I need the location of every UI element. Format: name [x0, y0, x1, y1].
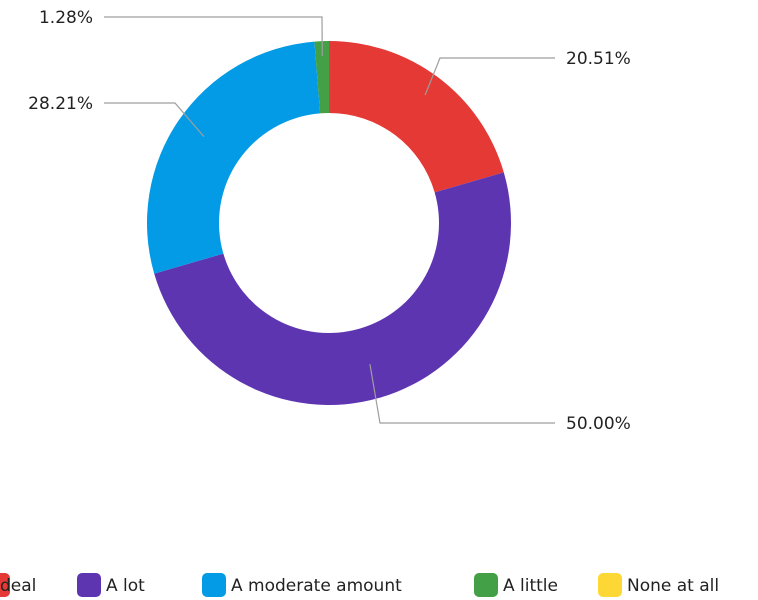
legend-label-a-great-deal: deal [0, 576, 36, 596]
leader-line-a-great-deal [424, 57, 555, 96]
legend-item-a-moderate-amount: A moderate amount [202, 573, 402, 597]
slice-a-lot [154, 172, 512, 405]
leader-line-a-lot [369, 364, 555, 424]
legend-item-a-little: A little [474, 573, 558, 597]
leader-lines-layer [104, 16, 555, 424]
legend-swatch-a-great-deal [0, 573, 10, 597]
legend-item-a-great-deal: deal [0, 573, 36, 597]
legend-label-a-little: A little [503, 576, 558, 596]
slice-a-moderate-amount [147, 41, 321, 274]
legend-label-a-moderate-amount: A moderate amount [231, 576, 402, 596]
data-label-a-little: 1.28% [39, 8, 93, 28]
slice-a-little [314, 41, 329, 114]
data-label-a-moderate-amount: 28.21% [28, 94, 93, 114]
leader-line-a-moderate-amount [104, 102, 205, 138]
data-label-a-lot: 50.00% [566, 414, 631, 434]
leader-line-a-little [104, 16, 323, 57]
legend-item-a-lot: A lot [77, 573, 145, 597]
legend-label-none-at-all: None at all [627, 576, 719, 596]
legend-swatch-a-little [474, 573, 498, 597]
legend-item-none-at-all: None at all [598, 573, 719, 597]
data-labels-layer: 20.51% 50.00% 28.21% 1.28% [28, 8, 631, 434]
legend: deal A lot A moderate amount A little None a… [0, 573, 719, 597]
legend-swatch-none-at-all [598, 573, 622, 597]
legend-swatch-a-moderate-amount [202, 573, 226, 597]
slice-a-great-deal [329, 41, 504, 193]
legend-label-a-lot: A lot [106, 576, 145, 596]
legend-swatch-a-lot [77, 573, 101, 597]
data-label-a-great-deal: 20.51% [566, 49, 631, 69]
slices-layer [147, 41, 512, 405]
